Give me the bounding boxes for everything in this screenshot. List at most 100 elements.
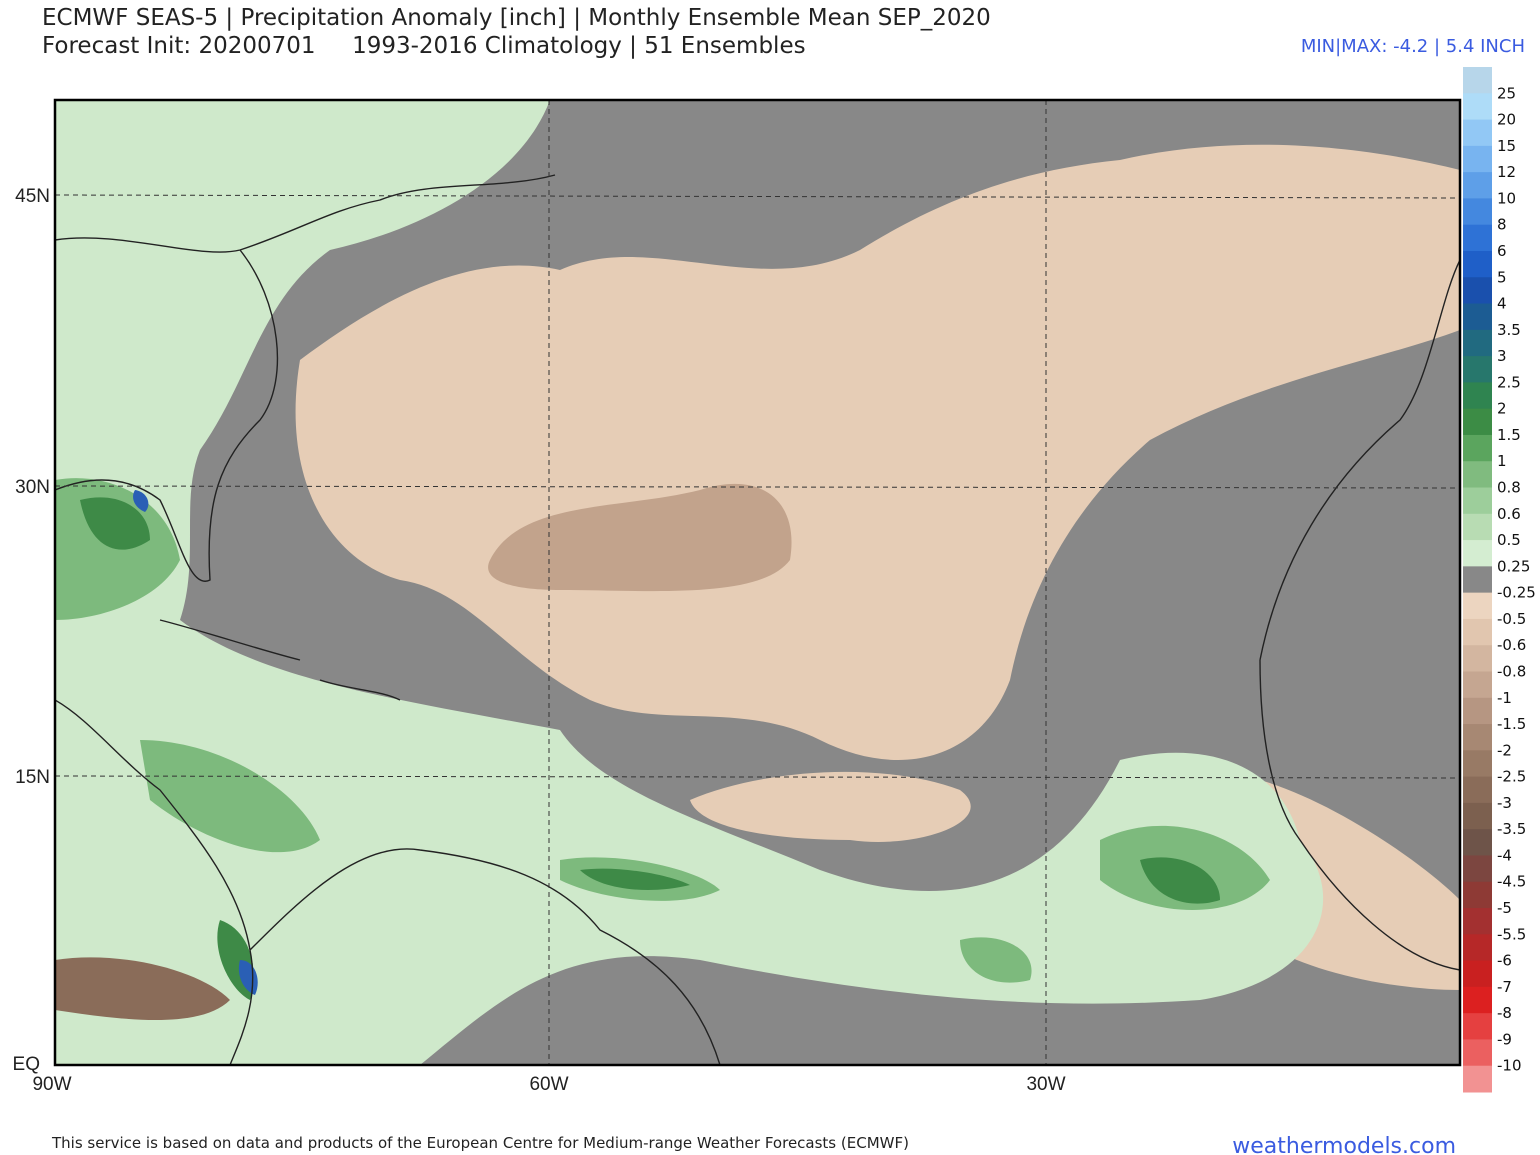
colorbar-segment	[1463, 934, 1492, 962]
colorbar-segment	[1463, 356, 1492, 383]
colorbar-segment	[1463, 198, 1492, 226]
colorbar-label: -2	[1497, 741, 1512, 759]
colorbar-label: -0.6	[1497, 636, 1526, 654]
colorbar-segment	[1463, 671, 1492, 699]
colorbar-label: -0.25	[1497, 584, 1536, 602]
colorbar-segment	[1463, 277, 1492, 305]
colorbar-label: 0.25	[1497, 557, 1530, 575]
colorbar-label: 0.6	[1497, 505, 1521, 523]
colorbar-segment	[1463, 592, 1492, 620]
colorbar-segment	[1463, 750, 1492, 778]
colorbar-label: -0.8	[1497, 662, 1526, 680]
colorbar-segment	[1463, 67, 1492, 94]
colorbar-label: 10	[1497, 189, 1516, 207]
colorbar-label: -4	[1497, 846, 1512, 864]
colorbar-label: -6	[1497, 952, 1512, 970]
colorbar-label: -7	[1497, 978, 1512, 996]
colorbar-label: 15	[1497, 137, 1516, 155]
colorbar-label: -5.5	[1497, 925, 1526, 943]
colorbar-label: 0.5	[1497, 531, 1521, 549]
lat-label: EQ	[13, 1054, 40, 1075]
colorbar-segment	[1463, 224, 1492, 252]
colorbar-label: -9	[1497, 1030, 1512, 1048]
colorbar-segment	[1463, 145, 1492, 173]
colorbar-segment	[1463, 303, 1492, 331]
colorbar-label: -3	[1497, 794, 1512, 812]
title: ECMWF SEAS-5 | Precipitation Anomaly [in…	[42, 5, 991, 31]
dry-anomaly	[488, 483, 792, 592]
colorbar-segment	[1463, 250, 1492, 278]
colorbar-label: -8	[1497, 1004, 1512, 1022]
credit: This service is based on data and produc…	[51, 1134, 909, 1152]
colorbar-label: -1.5	[1497, 715, 1526, 733]
colorbar-segment	[1463, 960, 1492, 988]
colorbar-segment	[1463, 172, 1492, 199]
colorbar-segment	[1463, 93, 1492, 121]
colorbar-segment	[1463, 1065, 1492, 1093]
colorbar-segment	[1463, 986, 1492, 1014]
colorbar-segment	[1463, 566, 1492, 594]
colorbar-segment	[1463, 829, 1492, 856]
colorbar-segment	[1463, 881, 1492, 909]
colorbar-segment	[1463, 802, 1492, 830]
colorbar-segment	[1463, 513, 1492, 541]
colorbar-segment	[1463, 119, 1492, 147]
colorbar-label: 6	[1497, 242, 1507, 260]
colorbar-label: -4.5	[1497, 873, 1526, 891]
colorbar-label: 3	[1497, 347, 1507, 365]
colorbar-label: 2	[1497, 400, 1507, 418]
colorbar-segment	[1463, 908, 1492, 935]
colorbar-segment	[1463, 855, 1492, 883]
colorbar-label: -0.5	[1497, 610, 1526, 628]
lat-label: 15N	[15, 767, 50, 788]
dry-anomaly	[690, 771, 971, 842]
colorbar-label: 5	[1497, 268, 1507, 286]
dry-anomaly	[295, 144, 1460, 760]
colorbar-label: -2.5	[1497, 768, 1526, 786]
lat-label: 45N	[15, 186, 50, 207]
colorbar-segment	[1463, 776, 1492, 804]
colorbar-segment	[1463, 434, 1492, 462]
colorbar-label: 8	[1497, 216, 1507, 234]
wet-anomaly	[55, 100, 1324, 1065]
colorbar: 25 20 15 12 10 8 6 5 4 3.5 3 2.5 2 1.5 1 0.8 0.6 0.5 0.25 -…	[1463, 67, 1536, 1093]
colorbar-segment	[1463, 1013, 1492, 1040]
colorbar-segment	[1463, 382, 1492, 410]
colorbar-label: 3.5	[1497, 321, 1521, 339]
coastlines	[55, 174, 1460, 1065]
colorbar-label: 12	[1497, 163, 1516, 181]
colorbar-label: -5	[1497, 899, 1512, 917]
colorbar-label: 25	[1497, 84, 1516, 102]
site: weathermodels.com	[1232, 1134, 1456, 1155]
colorbar-label: 4	[1497, 295, 1507, 313]
colorbar-label: 1.5	[1497, 426, 1521, 444]
colorbar-label: 20	[1497, 111, 1516, 129]
colorbar-label: -10	[1497, 1057, 1522, 1075]
subtitle: Forecast Init: 20200701 1993-2016 Climat…	[42, 33, 806, 59]
graticule	[55, 100, 1460, 1065]
colorbar-label: 2.5	[1497, 373, 1521, 391]
lon-label: 30W	[1026, 1074, 1065, 1095]
lat-label: 30N	[15, 477, 50, 498]
colorbar-segment	[1463, 540, 1492, 567]
colorbar-segment	[1463, 1039, 1492, 1067]
lon-label: 90W	[32, 1074, 71, 1095]
colorbar-segment	[1463, 408, 1492, 436]
lon-label: 60W	[529, 1074, 568, 1095]
min-max: MIN|MAX: -4.2 | 5.4 INCH	[1301, 36, 1525, 57]
colorbar-segment	[1463, 329, 1492, 357]
colorbar-segment	[1463, 618, 1492, 646]
colorbar-segment	[1463, 487, 1492, 515]
dry-anomaly	[55, 957, 230, 1020]
colorbar-label: 1	[1497, 452, 1507, 470]
map-frame	[53, 98, 1462, 1067]
colorbar-segment	[1463, 645, 1492, 672]
colorbar-label: -1	[1497, 689, 1512, 707]
colorbar-label: -3.5	[1497, 820, 1526, 838]
colorbar-segment	[1463, 461, 1492, 489]
colorbar-segment	[1463, 697, 1492, 725]
colorbar-label: 0.8	[1497, 479, 1521, 497]
map	[55, 100, 1460, 1065]
